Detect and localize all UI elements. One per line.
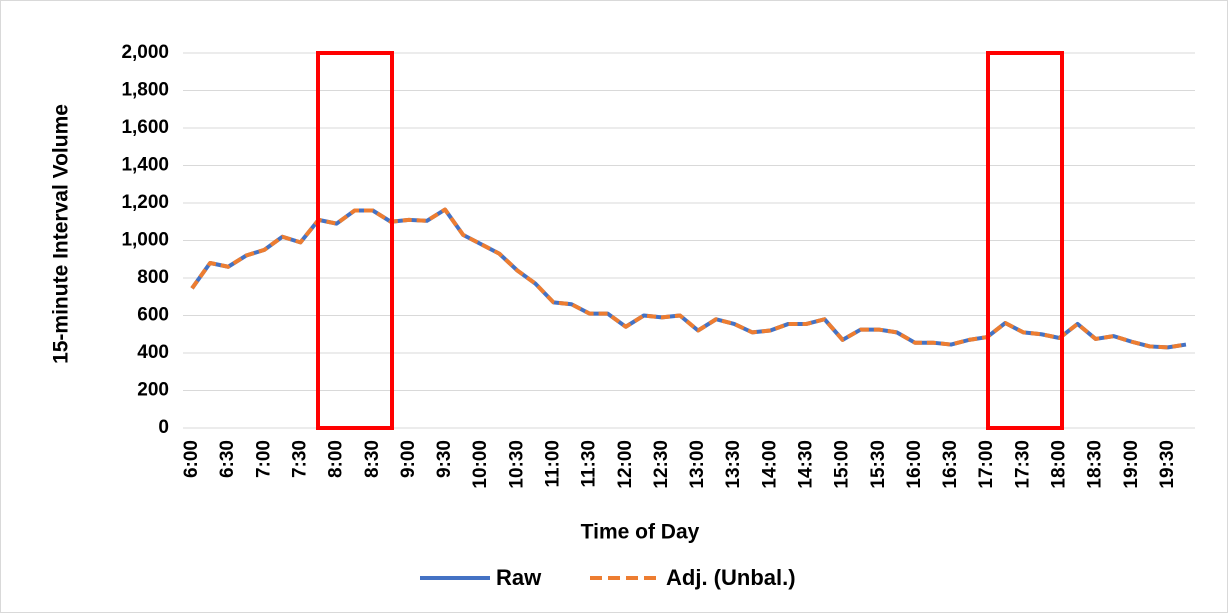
y-tick-label: 1,400	[121, 155, 169, 176]
x-tick-label: 7:30	[289, 440, 310, 478]
x-tick-label: 12:00	[615, 440, 636, 489]
x-tick-label: 8:00	[326, 440, 347, 478]
y-tick-label: 800	[137, 267, 169, 288]
x-tick-label: 18:30	[1085, 440, 1106, 489]
x-tick-label: 12:30	[651, 440, 672, 489]
x-tick-label: 10:00	[470, 440, 491, 489]
x-tick-label: 17:30	[1012, 440, 1033, 489]
y-tick-label: 2,000	[121, 42, 169, 63]
y-axis-label: 15-minute Interval Volume	[50, 104, 73, 364]
x-tick-label: 9:00	[398, 440, 419, 478]
y-tick-label: 200	[137, 380, 169, 401]
x-tick-label: 11:30	[579, 440, 600, 488]
x-tick-label: 19:00	[1121, 440, 1142, 489]
x-tick-label: 8:30	[362, 440, 383, 478]
x-tick-label: 9:30	[434, 440, 455, 478]
legend-label: Adj. (Unbal.)	[666, 565, 796, 590]
y-tick-label: 1,000	[121, 230, 169, 251]
x-tick-label: 14:30	[795, 440, 816, 489]
highlight-box	[316, 51, 394, 430]
x-tick-label: 18:00	[1048, 440, 1069, 489]
x-tick-label: 11:00	[542, 440, 563, 488]
x-axis-label: Time of Day	[581, 521, 700, 544]
y-tick-label: 1,600	[121, 117, 169, 138]
y-tick-label: 400	[137, 342, 169, 363]
x-tick-label: 13:00	[687, 440, 708, 489]
y-tick-label: 600	[137, 305, 169, 326]
x-tick-label: 7:00	[253, 440, 274, 478]
legend-label: Raw	[496, 565, 542, 590]
x-tick-label: 13:30	[723, 440, 744, 489]
x-tick-label: 17:00	[976, 440, 997, 489]
x-tick-label: 16:00	[904, 440, 925, 489]
x-tick-label: 16:30	[940, 440, 961, 489]
x-tick-label: 10:30	[506, 440, 527, 489]
y-tick-label: 1,800	[121, 80, 169, 101]
line-series	[190, 207, 1187, 350]
x-tick-label: 14:00	[759, 440, 780, 489]
x-tick-label: 15:00	[832, 440, 853, 489]
y-tick-label: 1,200	[121, 192, 169, 213]
x-tick-label: 6:00	[181, 440, 202, 478]
highlight-box	[986, 51, 1064, 430]
y-tick-label: 0	[158, 417, 169, 438]
x-tick-label: 6:30	[217, 440, 238, 478]
x-tick-label: 15:30	[868, 440, 889, 489]
x-tick-label: 19:30	[1157, 440, 1178, 489]
